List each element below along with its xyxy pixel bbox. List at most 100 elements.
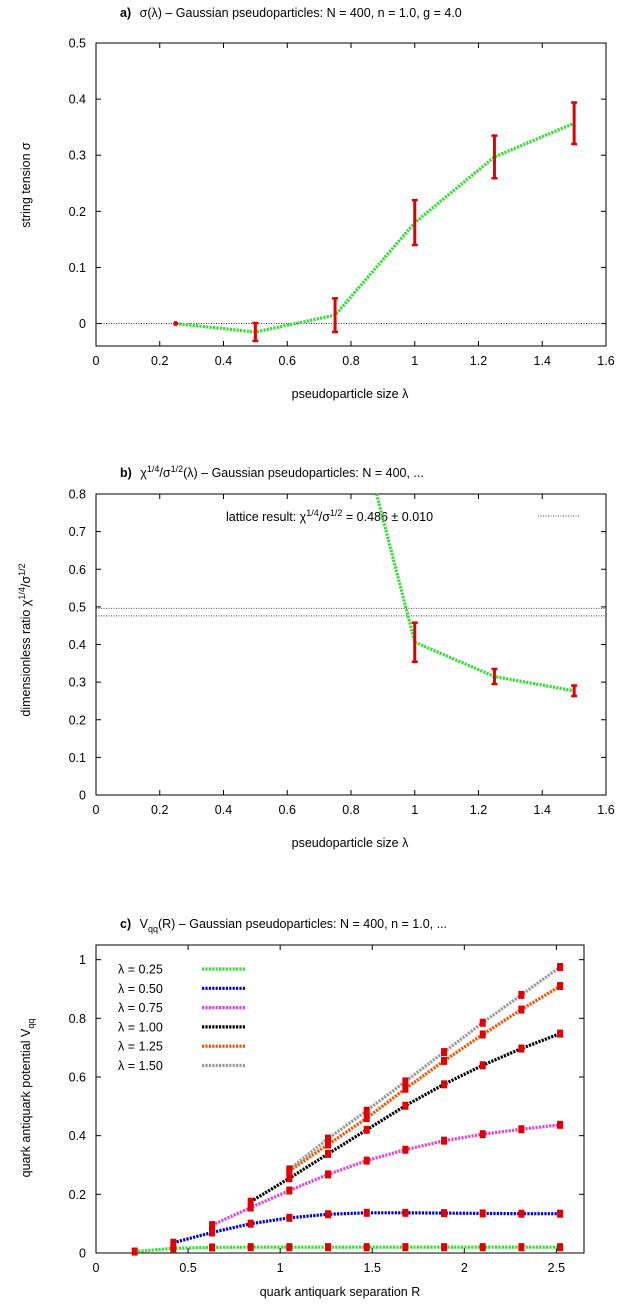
svg-text:c) Vqq(R) – Gaussian p: c) Vqq(R) – Gaussian pseudoparticles: N … [120,917,447,934]
x-tick-label: 1 [411,354,418,368]
y-tick-label: 0.5 [69,600,86,614]
data-point [286,1165,293,1174]
series-line-0 [374,493,575,693]
data-point [325,1210,332,1219]
panel-c-potential: c) Vqq(R) – Gaussian pseudoparticles: N … [19,917,585,1299]
x-tick-label: 1.2 [470,354,487,368]
data-point [557,982,564,991]
x-tick-label: 0.2 [151,803,168,817]
y-tick-label: 0.2 [69,205,86,219]
data-point [518,1243,525,1252]
data-point [441,1243,448,1252]
y-tick-label: 0.3 [69,149,86,163]
series-line-0 [175,121,575,334]
data-point [479,1030,486,1039]
y-tick-label: 0.8 [69,1012,86,1026]
series-line-3 [249,1032,561,1204]
panel-a-xlabel: pseudoparticle size λ [292,387,409,401]
data-point [441,1136,448,1145]
panel-c-title: V [140,917,149,931]
y-tick-label: 0.2 [69,713,86,727]
x-tick-label: 0.6 [279,354,296,368]
x-tick-label: 0.6 [279,803,296,817]
data-point [363,1125,370,1134]
legend-entry-label: λ = 0.50 [118,982,163,996]
y-tick-label: 0.4 [69,1129,86,1143]
y-tick-label: 0.1 [69,261,86,275]
panel-b-ylabel: dimensionless ratio χ1/4/σ1/2 [17,563,33,716]
data-point [325,1170,332,1179]
x-tick-label: 1.4 [534,803,551,817]
data-point [518,1209,525,1218]
panel-c-ylabel: quark antiquark potential Vqq [19,1019,36,1178]
data-point [557,1209,564,1218]
x-tick-label: 0.4 [215,354,232,368]
panel-a-title: σ(λ) – Gaussian pseudoparticles: N = 400… [140,6,462,20]
data-point [402,1084,409,1093]
data-point [441,1048,448,1057]
legend-entry-label: λ = 1.50 [118,1059,163,1073]
y-tick-label: 0.5 [69,37,86,51]
data-point [247,1219,254,1228]
panel-a-ylabel: string tension σ [19,142,33,228]
data-point [557,1120,564,1129]
x-tick-label: 0.4 [215,803,232,817]
data-point [402,1101,409,1110]
data-point [363,1106,370,1115]
data-point [325,1149,332,1158]
x-tick-label: 1 [277,1261,284,1275]
data-point [402,1077,409,1086]
data-point [479,1061,486,1070]
data-point [479,1130,486,1139]
x-tick-label: 1.4 [534,354,551,368]
data-point [170,1238,177,1247]
data-point [286,1174,293,1183]
x-tick-label: 2.5 [548,1261,565,1275]
y-tick-label: 0.6 [69,1071,86,1085]
data-point [131,1247,138,1256]
series-line-5 [288,965,562,1171]
data-point [286,1243,293,1252]
data-point [557,1029,564,1038]
plot-frame-0 [95,42,607,347]
y-tick-label: 1 [79,953,86,967]
x-tick-label: 1.5 [364,1261,381,1275]
x-tick-label: 0 [93,803,100,817]
legend-entry-label: λ = 1.00 [118,1020,163,1034]
y-tick-label: 0.2 [69,1188,86,1202]
series-line-2 [211,1123,561,1227]
data-point [441,1209,448,1218]
panel-c-xlabel: quark antiquark separation R [260,1285,421,1299]
data-point [170,1244,177,1253]
y-tick-label: 0.3 [69,676,86,690]
legend-entry-label: λ = 1.25 [118,1040,163,1054]
series-line-1 [172,1211,561,1245]
y-tick-label: 0 [79,1247,86,1261]
y-tick-label: 0.8 [69,488,86,502]
series-line-4 [288,984,561,1173]
x-tick-label: 0 [93,354,100,368]
data-point [557,963,564,971]
y-tick-label: 0.4 [69,93,86,107]
panel-b-xlabel: pseudoparticle size λ [292,836,409,850]
data-point [518,1005,525,1014]
data-point [325,1243,332,1252]
y-tick-label: 0 [79,789,86,803]
data-point [518,1044,525,1053]
data-point [286,1213,293,1222]
data-point [247,1243,254,1252]
panel-c-letter: c) [120,917,131,931]
panel-a-letter: a) [120,6,131,20]
data-point [209,1221,216,1230]
data-point [209,1228,216,1237]
data-point [325,1140,332,1149]
data-point [402,1208,409,1217]
panel-a-string-tension: a) σ(λ) – Gaussian pseudoparticles: N = … [19,6,615,401]
data-point [325,1134,332,1143]
series-line-0 [134,1245,561,1254]
data-point [518,990,525,999]
panel-b-title-chi: χ [140,466,147,480]
x-tick-label: 1.6 [597,803,614,817]
data-point [441,1056,448,1065]
data-point [247,1203,254,1212]
